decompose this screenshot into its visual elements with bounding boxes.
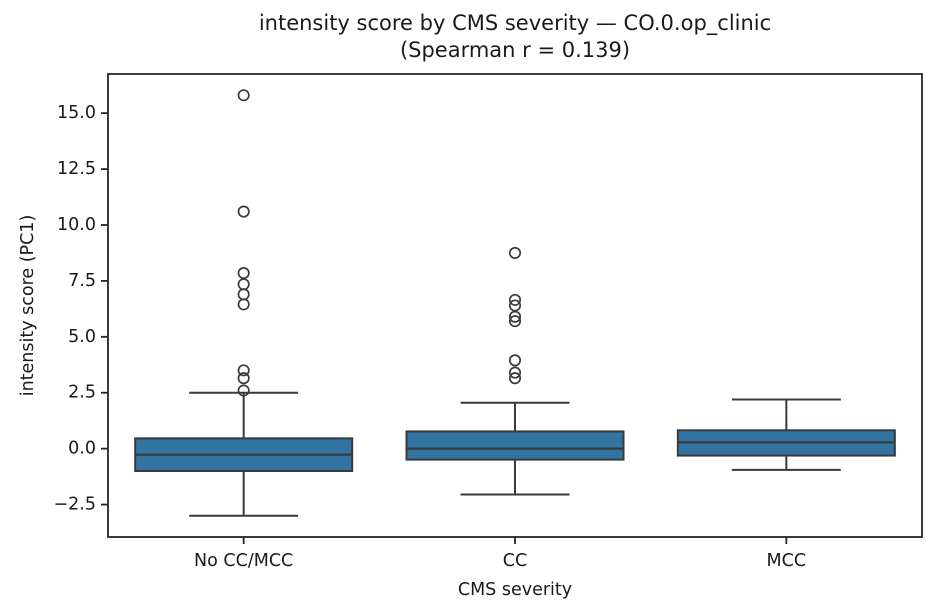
outlier-point	[237, 372, 250, 385]
y-tick-label: 0.0	[68, 439, 96, 459]
outlier-point	[508, 310, 522, 323]
outlier-point	[508, 354, 522, 367]
outlier-point	[237, 298, 250, 311]
x-tick-label: No CC/MCC	[194, 551, 293, 571]
outlier-point	[508, 315, 522, 328]
outlier-point	[508, 372, 522, 385]
y-tick-label: 5.0	[68, 327, 96, 347]
outlier-point	[237, 288, 250, 301]
outlier-point	[508, 246, 522, 259]
outlier-point	[237, 278, 250, 291]
y-tick-label: −2.5	[54, 495, 97, 515]
outlier-point	[237, 364, 250, 377]
x-tick-label: MCC	[767, 551, 807, 571]
outlier-point	[508, 366, 522, 379]
plot-frame	[107, 73, 923, 538]
outlier-point	[237, 267, 250, 280]
y-tick-label: 7.5	[68, 271, 96, 291]
x-axis-label: CMS severity	[458, 580, 572, 600]
y-tick-label: 10.0	[57, 215, 96, 235]
outlier-point	[237, 205, 250, 218]
chart-title-line2: (Spearman r = 0.139)	[399, 38, 631, 62]
y-tick-label: 2.5	[68, 383, 96, 403]
y-tick-label: 15.0	[57, 103, 96, 123]
outlier-point	[508, 293, 522, 306]
chart-title: intensity score by CMS severity — CO.0.o…	[108, 10, 922, 64]
y-tick-label: 12.5	[57, 159, 96, 179]
chart-title-line1: intensity score by CMS severity — CO.0.o…	[258, 11, 772, 35]
y-axis-label: intensity score (PC1)	[18, 215, 38, 397]
outlier-point	[237, 89, 250, 102]
outlier-point	[237, 384, 250, 397]
x-tick-label: CC	[503, 551, 527, 571]
box-2	[405, 430, 625, 461]
